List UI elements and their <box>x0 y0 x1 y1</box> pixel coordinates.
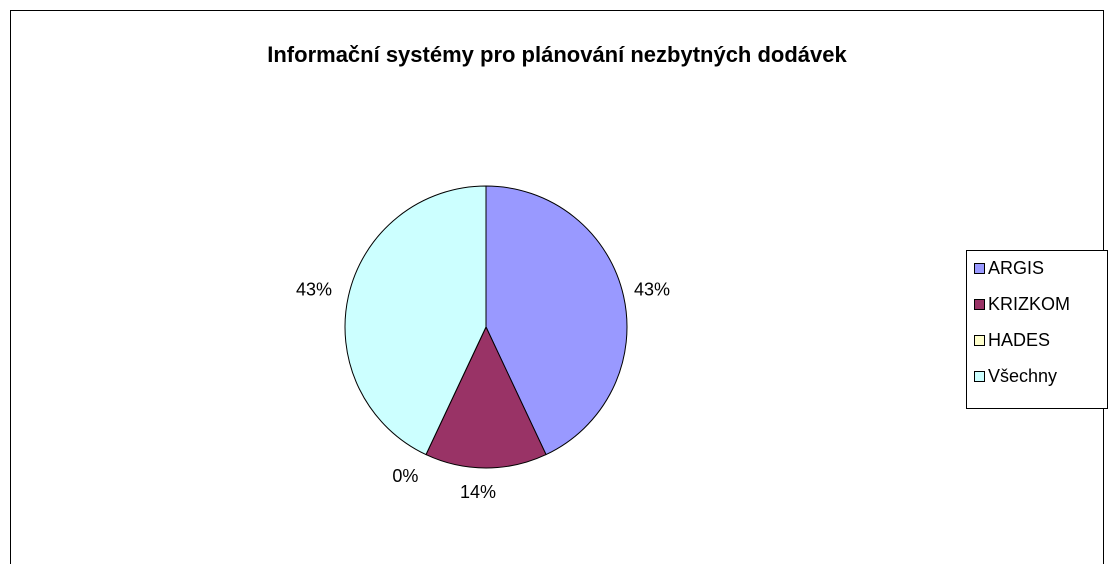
legend-swatch <box>974 263 985 274</box>
legend-swatch <box>974 335 985 346</box>
pie-slice <box>344 185 487 456</box>
legend-box <box>966 250 1108 409</box>
legend-label: KRIZKOM <box>988 294 1070 314</box>
legend-swatch <box>974 299 985 310</box>
chart-title: Informační systémy pro plánování nezbytn… <box>267 42 847 67</box>
pie-slice <box>425 325 547 469</box>
data-label: 14% <box>460 482 496 502</box>
data-label: 43% <box>634 280 670 300</box>
legend-label: ARGIS <box>988 258 1044 278</box>
legend-swatch <box>974 371 985 382</box>
legend-label: HADES <box>988 330 1050 350</box>
data-label: 43% <box>296 280 332 300</box>
pie-slice <box>485 185 628 456</box>
legend-label: Všechny <box>988 366 1057 386</box>
data-label: 0% <box>392 466 418 486</box>
